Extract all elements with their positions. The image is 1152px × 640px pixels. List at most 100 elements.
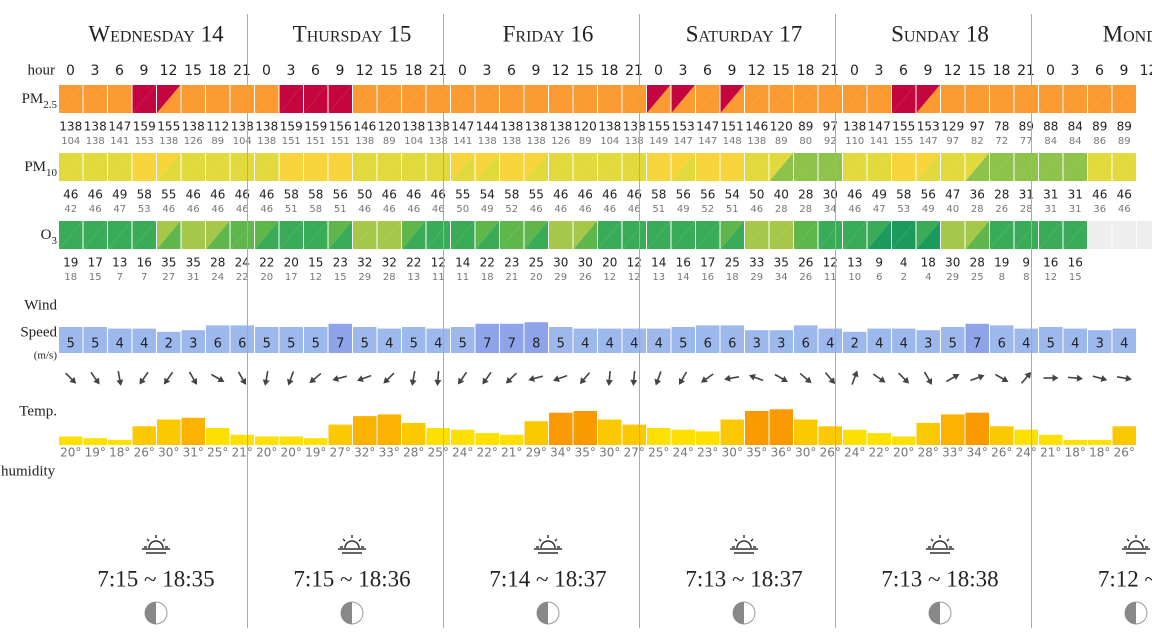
o3-value: 28 bbox=[210, 256, 225, 270]
temp-bar bbox=[818, 426, 842, 445]
sun-ray bbox=[734, 538, 738, 542]
wind-value: 6 bbox=[802, 337, 810, 352]
pm25-cell-sub bbox=[1039, 85, 1063, 113]
temp-label: 20° bbox=[893, 446, 914, 460]
hour-label: 9 bbox=[532, 63, 541, 79]
o3-sub-value: 16 bbox=[701, 272, 714, 283]
pm10-sub-value: 51 bbox=[334, 204, 347, 215]
wind-bar bbox=[573, 328, 597, 353]
pm10-sub-value: 42 bbox=[64, 204, 77, 215]
hour-label: 18 bbox=[797, 63, 815, 79]
pm25-value: 120 bbox=[378, 120, 401, 134]
row-label: humidity bbox=[1, 463, 56, 479]
arrow-head bbox=[356, 375, 364, 382]
wind-arrow bbox=[872, 373, 886, 383]
wind-arrow bbox=[995, 373, 1009, 383]
o3-cell-sub bbox=[573, 221, 597, 249]
hour-label: 6 bbox=[703, 63, 712, 79]
pm10-value: 58 bbox=[896, 188, 911, 202]
temp-bar bbox=[867, 433, 891, 445]
pm25-sub-value: 141 bbox=[870, 136, 889, 147]
o3-sub-value: 12 bbox=[309, 272, 322, 283]
o3-cell-sub bbox=[990, 221, 1014, 249]
pm10-sub-value: 47 bbox=[873, 204, 886, 215]
o3-cell-sub bbox=[83, 221, 107, 249]
temp-label: 33° bbox=[379, 446, 400, 460]
pm25-value: 97 bbox=[823, 120, 838, 134]
temp-label: 34° bbox=[550, 446, 571, 460]
pm25-sub-value: 147 bbox=[919, 136, 938, 147]
pm25-sub-value: 138 bbox=[257, 136, 276, 147]
wind-bar bbox=[83, 327, 107, 353]
pm25-cell-sub bbox=[1112, 85, 1136, 113]
hour-label: 9 bbox=[728, 63, 737, 79]
temp-label: 19° bbox=[85, 446, 106, 460]
pm10-value: 58 bbox=[504, 188, 519, 202]
sun-ray bbox=[162, 538, 166, 542]
temp-label: 26° bbox=[820, 446, 841, 460]
wind-bar bbox=[794, 325, 818, 353]
pm10-value: 47 bbox=[945, 188, 960, 202]
arrow-head bbox=[287, 378, 294, 386]
pm10-cell-sub bbox=[206, 153, 230, 181]
o3-value: 12 bbox=[823, 256, 838, 270]
pm10-value: 36 bbox=[970, 188, 985, 202]
hour-label: 21 bbox=[429, 63, 447, 79]
pm10-cell-sub bbox=[892, 153, 916, 181]
temp-label: 22° bbox=[477, 446, 498, 460]
wind-value: 5 bbox=[287, 337, 295, 352]
hour-label: 18 bbox=[601, 63, 619, 79]
wind-value: 6 bbox=[728, 337, 736, 352]
wind-value: 5 bbox=[91, 337, 99, 352]
arrow-head bbox=[1052, 374, 1059, 382]
pm25-value: 138 bbox=[84, 120, 107, 134]
pm25-value: 138 bbox=[623, 120, 646, 134]
o3-value: 16 bbox=[1068, 256, 1083, 270]
pm10-sub-value: 52 bbox=[701, 204, 714, 215]
pm10-sub-value: 46 bbox=[530, 204, 543, 215]
o3-value: 16 bbox=[1043, 256, 1058, 270]
pm25-sub-value: 138 bbox=[159, 136, 178, 147]
hour-label: 6 bbox=[899, 63, 908, 79]
o3-sub-value: 11 bbox=[824, 272, 837, 283]
wind-value: 4 bbox=[1071, 337, 1079, 352]
hour-label: 6 bbox=[507, 63, 516, 79]
o3-sub-value: 11 bbox=[432, 272, 445, 283]
pm10-value: 46 bbox=[431, 188, 446, 202]
pm25-cell-sub bbox=[157, 85, 181, 113]
pm25-sub-value: 141 bbox=[110, 136, 129, 147]
row-label: PM2.5 bbox=[22, 91, 58, 110]
pm25-cell-sub bbox=[818, 85, 842, 113]
temp-bar bbox=[1039, 434, 1063, 445]
pm10-sub-value: 46 bbox=[89, 204, 102, 215]
temp-label: 21° bbox=[501, 446, 522, 460]
wind-arrow bbox=[262, 370, 270, 386]
sun-arc bbox=[540, 540, 556, 549]
o3-sub-value: 7 bbox=[117, 272, 123, 283]
wind-arrow bbox=[799, 372, 812, 384]
temp-bar bbox=[573, 411, 597, 445]
wind-bar bbox=[1014, 328, 1038, 353]
o3-sub-value: 29 bbox=[358, 272, 371, 283]
temp-label: 22° bbox=[869, 446, 890, 460]
arrow-head bbox=[528, 375, 535, 382]
wind-bar bbox=[377, 328, 401, 353]
wind-value: 4 bbox=[1120, 337, 1128, 352]
pm10-sub-value: 46 bbox=[162, 204, 175, 215]
wind-bar bbox=[598, 328, 622, 353]
empty-cell bbox=[1088, 221, 1112, 249]
o3-cell-sub bbox=[1014, 221, 1038, 249]
pm10-cell-sub bbox=[818, 153, 842, 181]
pm25-value: 146 bbox=[745, 120, 768, 134]
temp-bar bbox=[451, 429, 475, 445]
arrow-head bbox=[828, 377, 836, 385]
pm25-cell-sub bbox=[843, 85, 867, 113]
temp-label: 30° bbox=[158, 446, 179, 460]
o3-cell-sub bbox=[696, 221, 720, 249]
wind-arrow bbox=[774, 373, 788, 383]
temp-label: 28° bbox=[918, 446, 939, 460]
pm25-sub-value: 153 bbox=[135, 136, 154, 147]
temp-bar bbox=[230, 434, 254, 445]
pm10-value: 55 bbox=[529, 188, 544, 202]
o3-cell-sub bbox=[671, 221, 695, 249]
